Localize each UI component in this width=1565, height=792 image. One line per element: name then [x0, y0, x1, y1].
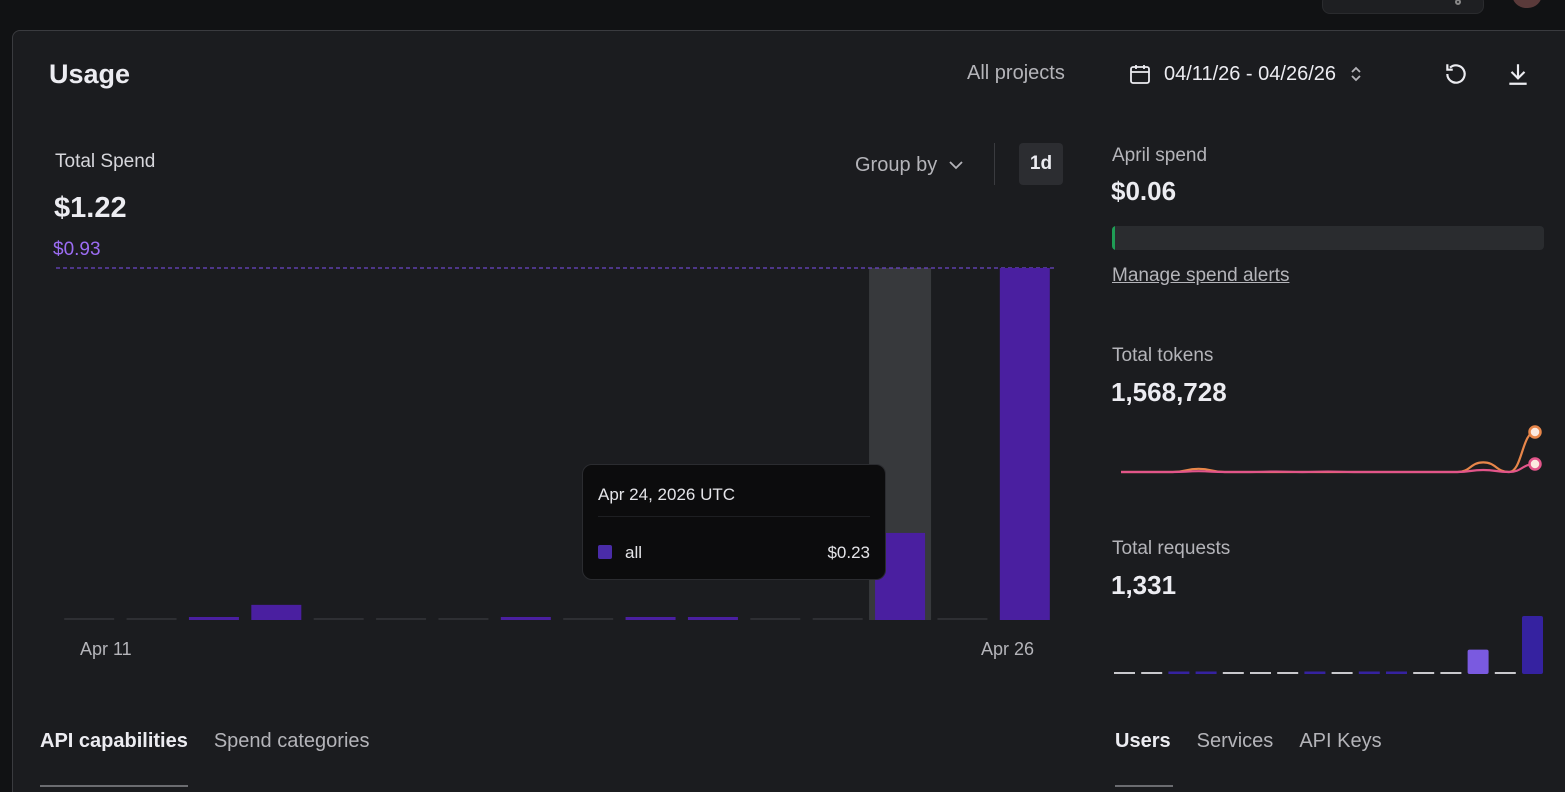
bar-apr-13[interactable] — [188, 617, 239, 620]
date-range-picker[interactable]: 04/11/26 - 04/26/26 — [1128, 60, 1364, 88]
updown-chevron-icon — [1351, 66, 1361, 82]
status-icon — [1455, 0, 1461, 5]
org-selector[interactable] — [1322, 0, 1484, 14]
tooltip-divider — [598, 516, 870, 517]
bar-apr-25[interactable] — [937, 618, 988, 620]
bar-apr-18[interactable] — [500, 617, 551, 620]
bar-apr-26[interactable] — [999, 268, 1050, 620]
download-icon — [1509, 64, 1527, 85]
interval-button[interactable]: 1d — [1019, 143, 1063, 185]
bar-apr-19[interactable] — [563, 618, 614, 620]
chart-tooltip: Apr 24, 2026 UTC all $0.23 — [582, 464, 886, 580]
total-spend-value: $1.22 — [54, 192, 127, 224]
tab-users[interactable]: Users — [1115, 730, 1173, 787]
april-spend-value: $0.06 — [1111, 176, 1177, 206]
page-title: Usage — [49, 59, 131, 89]
tooltip-swatch — [598, 545, 612, 559]
bar-apr-22[interactable] — [750, 618, 801, 620]
total-tokens-label: Total tokens — [1112, 345, 1214, 366]
total-requests-label: Total requests — [1112, 538, 1231, 559]
project-filter[interactable]: All projects — [967, 62, 1065, 84]
bar-apr-14[interactable] — [251, 604, 302, 620]
bar-apr-11[interactable] — [64, 618, 115, 620]
refresh-button[interactable] — [1442, 60, 1470, 88]
budget-line-label: $0.93 — [53, 239, 101, 260]
tooltip-date: Apr 24, 2026 UTC — [598, 485, 736, 504]
manage-spend-alerts-link[interactable]: Manage spend alerts — [1112, 265, 1290, 286]
x-tick-label: Apr 26 — [981, 639, 1034, 659]
tab-spend-categories[interactable]: Spend categories — [213, 730, 370, 752]
tab-api-keys[interactable]: API Keys — [1299, 730, 1382, 752]
bar-apr-17[interactable] — [438, 618, 489, 620]
refresh-icon — [1446, 64, 1466, 84]
group-by-dropdown[interactable]: Group by — [855, 152, 965, 178]
spend-progress-fill — [1112, 226, 1115, 250]
bar-apr-16[interactable] — [376, 618, 427, 620]
usage-panel — [12, 30, 1565, 792]
download-button[interactable] — [1504, 60, 1532, 88]
tab-api-capabilities[interactable]: API capabilities — [40, 730, 188, 787]
right-tabs: Users Services API Keys — [1115, 730, 1382, 787]
avatar[interactable] — [1512, 0, 1542, 8]
bar-apr-23[interactable] — [812, 618, 863, 620]
date-range-text: 04/11/26 - 04/26/26 — [1164, 62, 1336, 85]
x-tick-label: Apr 11 — [80, 639, 132, 659]
total-spend-label: Total Spend — [55, 151, 156, 172]
tooltip-series-name: all — [625, 543, 643, 562]
total-tokens-value: 1,568,728 — [1111, 377, 1227, 407]
bar-apr-21[interactable] — [687, 617, 738, 620]
total-requests-value: 1,331 — [1111, 570, 1177, 600]
tooltip-value: $0.23 — [827, 543, 870, 562]
chevron-down-icon — [949, 161, 963, 170]
bar-apr-20[interactable] — [625, 617, 676, 620]
top-bar — [0, 0, 1565, 30]
group-by-label: Group by — [855, 153, 938, 176]
spend-progress-bar — [1112, 226, 1544, 250]
left-tabs: API capabilities Spend categories — [40, 730, 370, 787]
bar-apr-12[interactable] — [126, 618, 177, 620]
tab-services[interactable]: Services — [1196, 730, 1274, 752]
toolbar-divider — [994, 143, 995, 185]
bar-apr-15[interactable] — [313, 618, 364, 620]
calendar-icon — [1130, 65, 1150, 84]
april-spend-label: April spend — [1112, 145, 1208, 166]
